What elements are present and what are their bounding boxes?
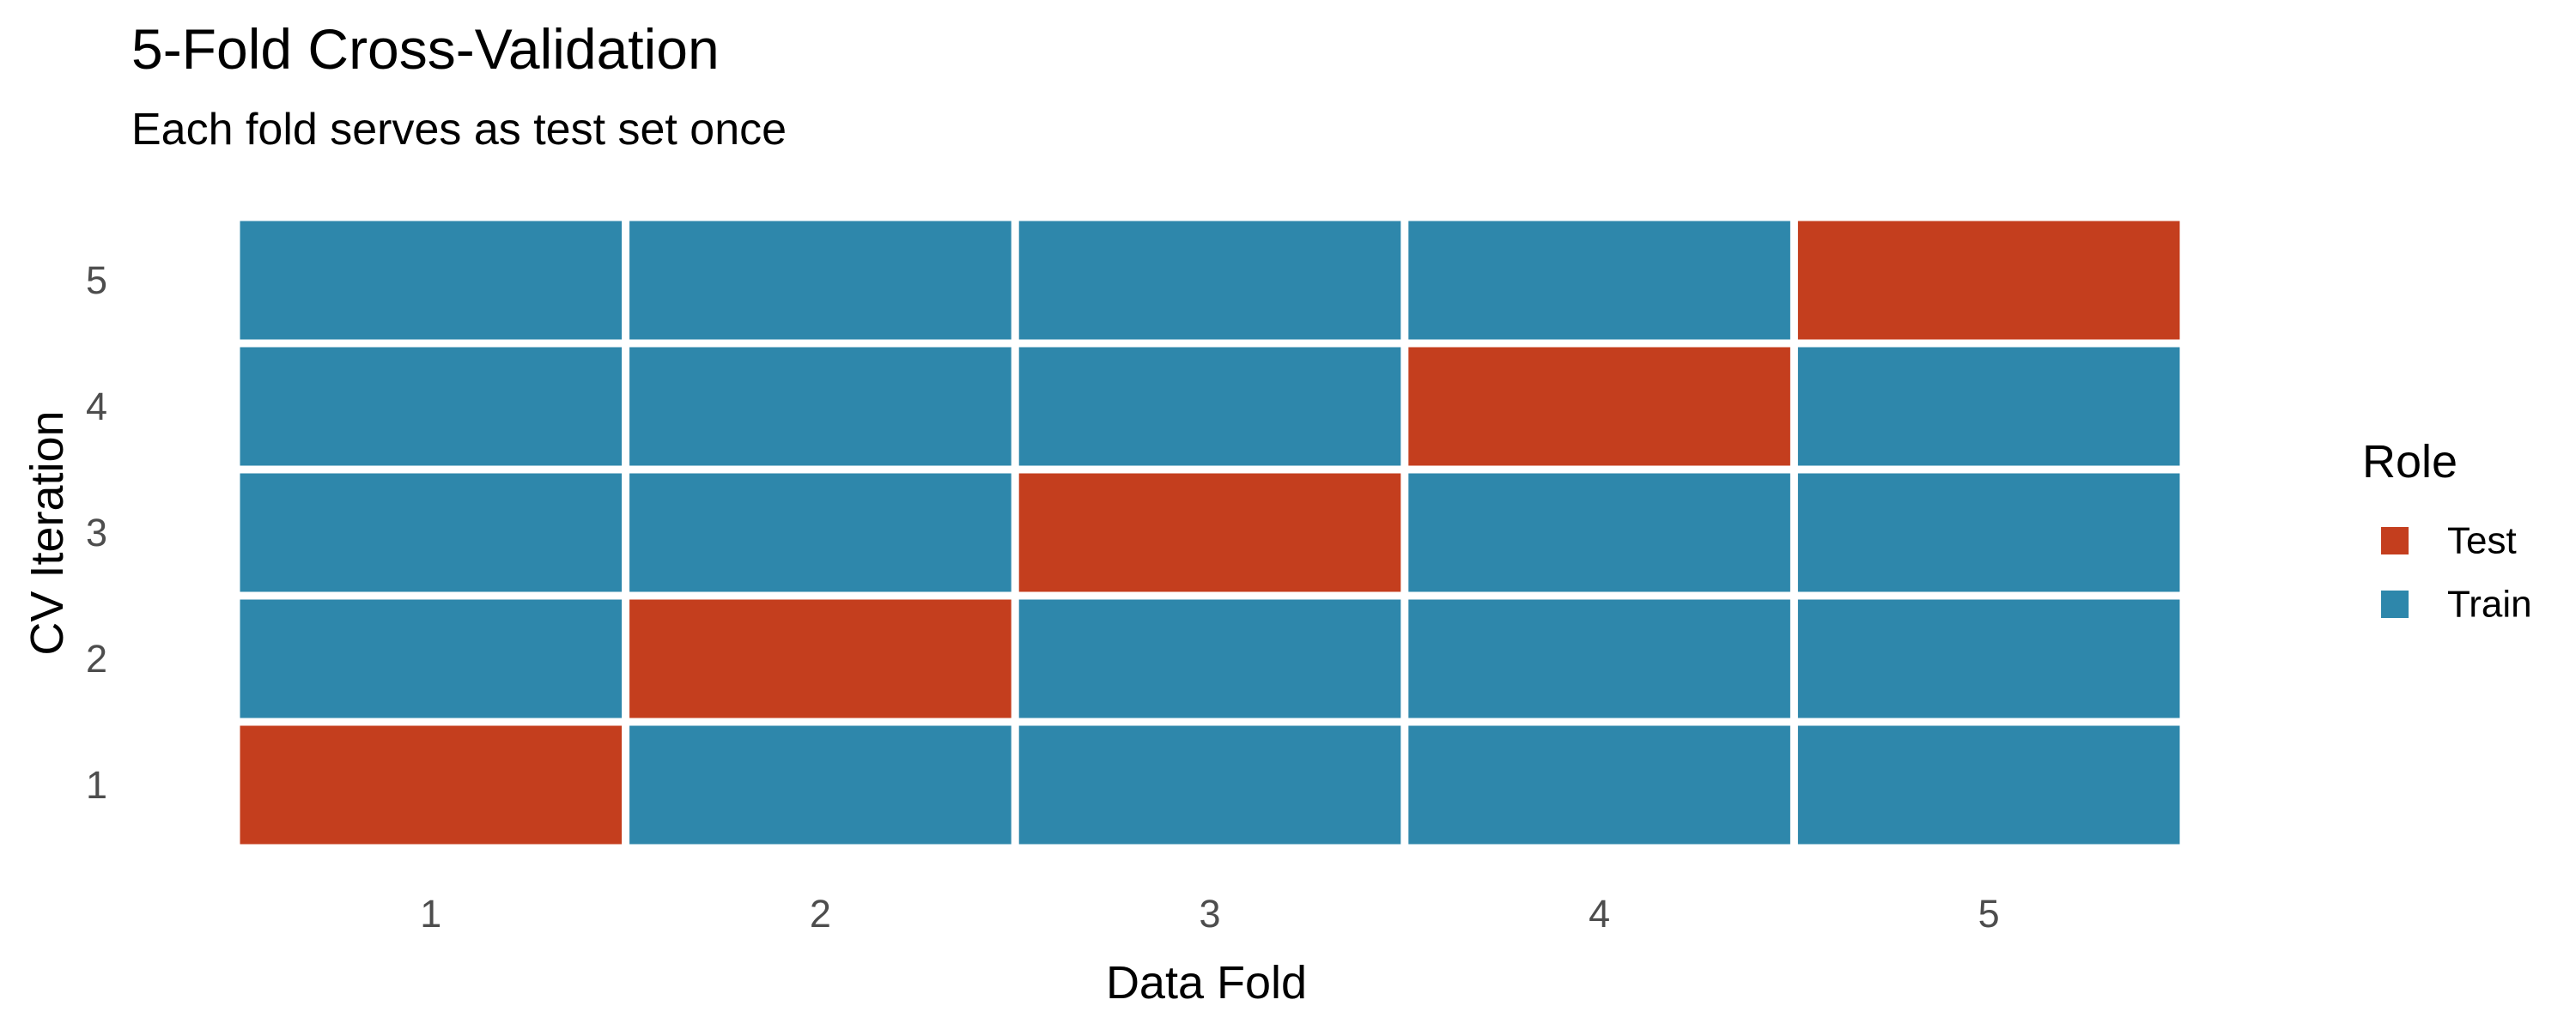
chart-title: 5-Fold Cross-Validation (131, 17, 720, 81)
y-tick-label-2: 2 (86, 637, 107, 681)
cell-fold-3-iteration-2 (1018, 599, 1401, 718)
cell-fold-4-iteration-1 (1408, 725, 1790, 845)
x-tick-label-2: 2 (810, 892, 831, 936)
legend-swatch-train (2381, 591, 2409, 618)
cell-fold-2-iteration-3 (629, 473, 1012, 592)
y-tick-label-3: 3 (86, 511, 107, 554)
x-tick-label-4: 4 (1589, 892, 1610, 936)
cell-fold-3-iteration-3 (1018, 473, 1401, 592)
cell-fold-4-iteration-2 (1408, 599, 1790, 718)
cell-fold-1-iteration-1 (240, 725, 623, 845)
cell-fold-4-iteration-4 (1408, 347, 1790, 466)
y-tick-label-1: 1 (86, 763, 107, 807)
cell-fold-3-iteration-5 (1018, 221, 1401, 340)
legend-label-test: Test (2447, 520, 2517, 562)
cell-fold-4-iteration-3 (1408, 473, 1790, 592)
cell-fold-2-iteration-4 (629, 347, 1012, 466)
x-axis-title: Data Fold (1106, 957, 1307, 1009)
cell-fold-2-iteration-2 (629, 599, 1012, 718)
x-tick-label-3: 3 (1199, 892, 1220, 936)
cell-fold-1-iteration-4 (240, 347, 623, 466)
chart-subtitle: Each fold serves as test set once (131, 105, 787, 154)
cell-fold-5-iteration-2 (1797, 599, 2180, 718)
cell-fold-5-iteration-3 (1797, 473, 2180, 592)
legend-title: Role (2362, 436, 2458, 488)
cell-fold-3-iteration-4 (1018, 347, 1401, 466)
legend: Role Test Train (2362, 436, 2532, 626)
cell-fold-2-iteration-1 (629, 725, 1012, 845)
cell-fold-4-iteration-5 (1408, 221, 1790, 340)
y-axis-title: CV Iteration (21, 410, 73, 655)
heatmap-cells (240, 221, 2180, 845)
legend-swatch-test (2381, 527, 2409, 554)
y-tick-label-4: 4 (86, 385, 107, 428)
cell-fold-2-iteration-5 (629, 221, 1012, 340)
legend-label-train: Train (2447, 584, 2532, 626)
x-tick-label-5: 5 (1978, 892, 2000, 936)
x-tick-label-1: 1 (420, 892, 441, 936)
cell-fold-5-iteration-4 (1797, 347, 2180, 466)
cell-fold-5-iteration-5 (1797, 221, 2180, 340)
cell-fold-1-iteration-3 (240, 473, 623, 592)
x-axis-tick-labels: 1 2 3 4 5 (420, 892, 1999, 936)
cell-fold-3-iteration-1 (1018, 725, 1401, 845)
y-tick-label-5: 5 (86, 258, 107, 302)
y-axis-tick-labels: 1 2 3 4 5 (86, 258, 107, 807)
cell-fold-1-iteration-2 (240, 599, 623, 718)
legend-items: Test Train (2381, 520, 2532, 626)
cell-fold-1-iteration-5 (240, 221, 623, 340)
cell-fold-5-iteration-1 (1797, 725, 2180, 845)
